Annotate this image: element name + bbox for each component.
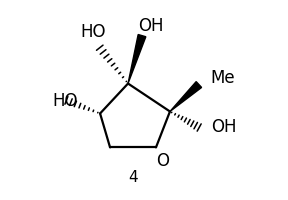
Polygon shape xyxy=(170,82,202,112)
Text: OH: OH xyxy=(211,118,236,136)
Text: Me: Me xyxy=(211,68,236,86)
Text: 4: 4 xyxy=(128,169,138,184)
Text: HO: HO xyxy=(80,23,106,40)
Text: O: O xyxy=(156,152,169,170)
Text: OH: OH xyxy=(138,17,164,34)
Polygon shape xyxy=(128,35,146,84)
Text: HO: HO xyxy=(52,91,78,109)
